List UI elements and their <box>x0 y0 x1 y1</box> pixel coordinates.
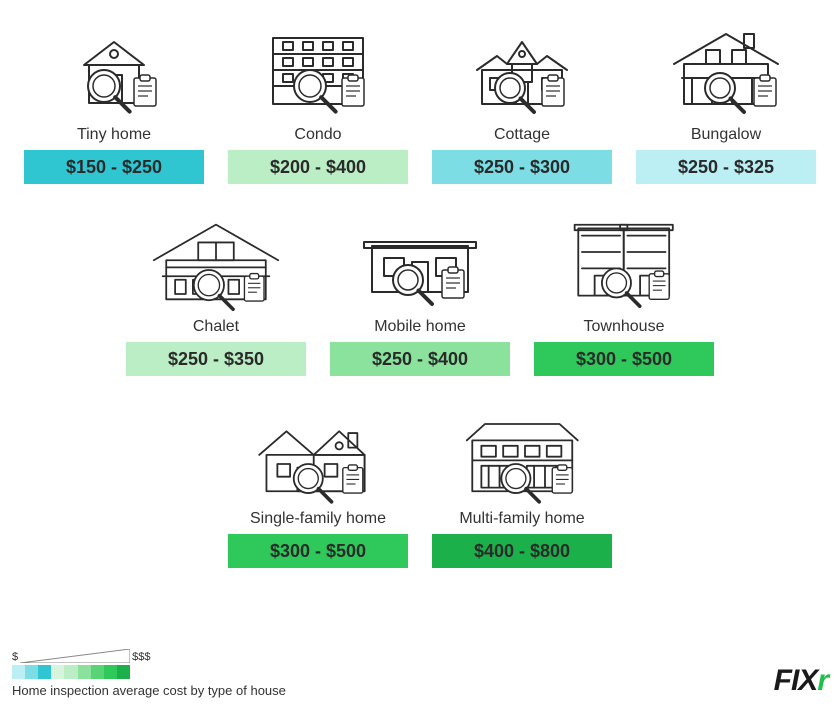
card-price: $250 - $350 <box>126 342 306 376</box>
chalet-icon <box>136 212 296 312</box>
card-label: Townhouse <box>584 318 665 336</box>
card-price: $250 - $300 <box>432 150 612 184</box>
legend-wedge-icon <box>20 649 130 663</box>
card-label: Bungalow <box>691 126 761 144</box>
card-label: Condo <box>294 126 341 144</box>
footer: $ $$$ Home inspection average cost by ty… <box>12 649 828 698</box>
legend-swatches <box>12 665 130 679</box>
card-mobile-home: Mobile home $250 - $400 <box>330 212 510 376</box>
card-label: Mobile home <box>374 318 466 336</box>
tiny-home-icon <box>34 20 194 120</box>
cottage-icon <box>442 20 602 120</box>
card-price: $300 - $500 <box>228 534 408 568</box>
card-chalet: Chalet $250 - $350 <box>126 212 306 376</box>
card-cottage: Cottage $250 - $300 <box>432 20 612 184</box>
card-price: $250 - $400 <box>330 342 510 376</box>
townhouse-icon <box>544 212 704 312</box>
card-single-family: Single-family home $300 - $500 <box>228 404 408 568</box>
card-condo: Condo $200 - $400 <box>228 20 408 184</box>
card-label: Single-family home <box>250 510 386 528</box>
card-price: $200 - $400 <box>228 150 408 184</box>
single-family-icon <box>238 404 398 504</box>
bungalow-icon <box>646 20 806 120</box>
legend-swatch <box>78 665 91 679</box>
legend-caption: Home inspection average cost by type of … <box>12 683 286 698</box>
brand-accent: r <box>817 664 828 697</box>
card-price: $250 - $325 <box>636 150 816 184</box>
card-price: $400 - $800 <box>432 534 612 568</box>
brand-main: FIX <box>774 664 818 697</box>
card-label: Tiny home <box>77 126 151 144</box>
legend-swatch <box>51 665 64 679</box>
row-1: Tiny home $150 - $250 Condo $200 - $400 … <box>24 20 816 184</box>
legend-swatch <box>25 665 38 679</box>
legend-swatch <box>117 665 130 679</box>
card-price: $150 - $250 <box>24 150 204 184</box>
multi-family-icon <box>442 404 602 504</box>
legend-swatch <box>12 665 25 679</box>
legend-swatch <box>38 665 51 679</box>
card-townhouse: Townhouse $300 - $500 <box>534 212 714 376</box>
brand-logo: FIXr <box>774 664 828 698</box>
card-label: Multi-family home <box>459 510 584 528</box>
infographic-grid: Tiny home $150 - $250 Condo $200 - $400 … <box>10 20 830 568</box>
legend-high-label: $$$ <box>132 651 150 663</box>
mobile-home-icon <box>340 212 500 312</box>
row-2: Chalet $250 - $350 Mobile home $250 - $4… <box>126 212 714 376</box>
card-label: Chalet <box>193 318 239 336</box>
condo-icon <box>238 20 398 120</box>
legend-swatch <box>64 665 77 679</box>
card-price: $300 - $500 <box>534 342 714 376</box>
card-label: Cottage <box>494 126 550 144</box>
legend: $ $$$ Home inspection average cost by ty… <box>12 649 286 698</box>
legend-swatch <box>104 665 117 679</box>
card-multi-family: Multi-family home $400 - $800 <box>432 404 612 568</box>
legend-swatch <box>91 665 104 679</box>
card-bungalow: Bungalow $250 - $325 <box>636 20 816 184</box>
card-tiny-home: Tiny home $150 - $250 <box>24 20 204 184</box>
legend-low-label: $ <box>12 651 18 663</box>
row-3: Single-family home $300 - $500 Multi-fam… <box>228 404 612 568</box>
